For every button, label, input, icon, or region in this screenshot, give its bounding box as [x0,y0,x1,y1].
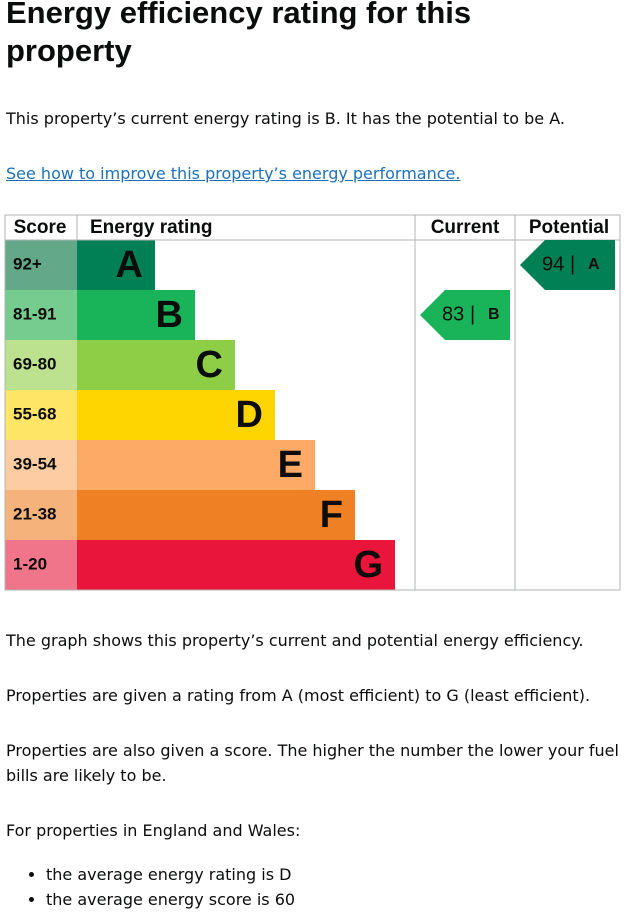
column-header: Current [431,217,500,238]
band-score: 39-54 [13,454,57,473]
potential-letter: A [588,256,600,273]
score-cell [5,340,77,390]
potential-arrow [520,240,615,290]
paragraph: Properties are given a rating from A (mo… [6,686,591,705]
score-cell [5,290,77,340]
potential-score: 94 [542,253,564,275]
score-cell [5,490,77,540]
improve-link: See how to improve this property’s energ… [6,161,621,186]
column-header: Potential [529,217,609,238]
band-bar [77,240,155,290]
column-header: Energy rating [90,217,212,238]
band-score: 69-80 [13,354,56,373]
column-header: Score [14,217,67,238]
band-score: 1-20 [13,554,47,573]
paragraph: For properties in England and Wales: [6,821,301,840]
intro: This property’s current energy rating is… [6,109,565,128]
score-cell [5,540,77,590]
band-letter: A [116,244,143,286]
table-border [4,214,621,591]
band-bar [77,290,195,340]
band-score: 92+ [13,254,42,273]
band-score: 21-38 [13,504,56,523]
paragraph: The graph shows this property’s current … [6,631,584,650]
band-bar [77,340,235,390]
band-letter: B [156,294,183,336]
potential-separator: | [570,253,575,275]
score-cell [5,240,77,290]
band-letter: C [196,344,223,386]
band-bar [77,440,315,490]
score-cell [5,440,77,490]
epc-chart: Score Energy rating Current Potential 92+ A 81… [4,214,621,591]
band-score: 55-68 [13,404,56,423]
band-letter: G [353,544,383,586]
current-arrow [420,290,510,340]
band-letter: F [320,494,343,536]
band-score: 81-91 [13,304,56,323]
score-cell [5,390,77,440]
band-bar [77,390,275,440]
list: the average energy rating is D the avera… [0,862,295,912]
band-bar [77,490,355,540]
current-letter: B [488,306,500,323]
heading: Energy efficiency rating for this proper… [6,0,472,68]
band-letter: D [236,394,263,436]
list-item: the average energy score is 60 [46,887,295,912]
current-separator: | [470,303,475,325]
list-item: the average energy rating is D [46,862,295,887]
paragraph: Properties are also given a score. The h… [6,741,619,785]
current-score: 83 [442,303,464,325]
band-bar [77,540,395,590]
band-letter: E [278,444,303,486]
link[interactable]: See how to improve this property’s energ… [6,164,461,183]
